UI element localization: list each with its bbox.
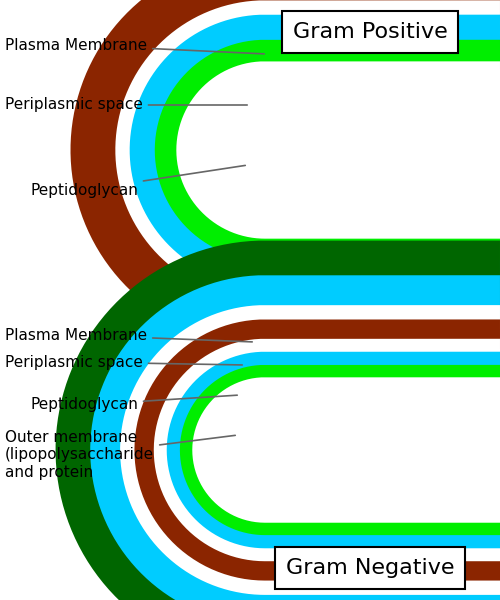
Text: Peptidoglycan: Peptidoglycan — [30, 395, 237, 413]
Text: Periplasmic space: Periplasmic space — [5, 97, 247, 113]
Text: Outer membrane
(lipopolysaccharide
and protein: Outer membrane (lipopolysaccharide and p… — [5, 430, 235, 480]
Text: Periplasmic space: Periplasmic space — [5, 355, 242, 370]
Text: Peptidoglycan: Peptidoglycan — [30, 166, 246, 197]
Text: Gram Negative: Gram Negative — [286, 558, 454, 578]
Text: Gram Positive: Gram Positive — [292, 22, 448, 42]
Text: Plasma Membrane: Plasma Membrane — [5, 37, 264, 54]
Text: Plasma Membrane: Plasma Membrane — [5, 328, 252, 343]
